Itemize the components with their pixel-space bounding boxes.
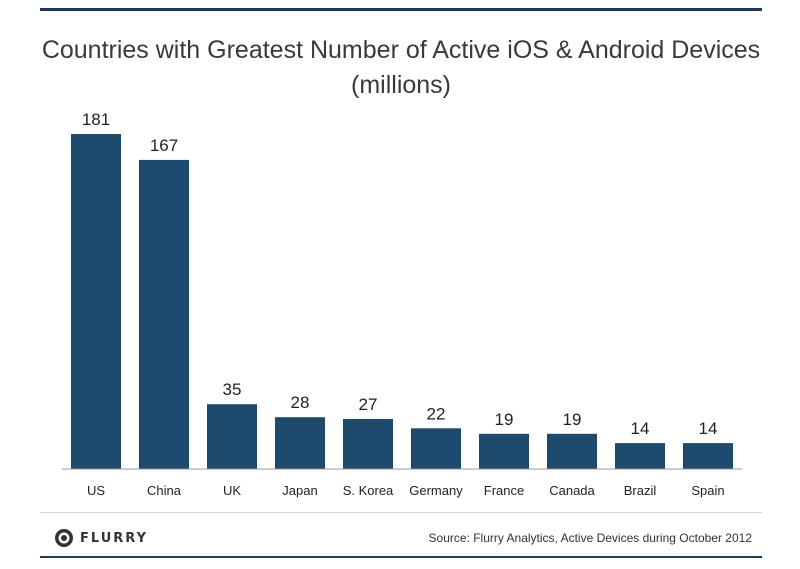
footer-separator	[40, 512, 762, 513]
bars-group: 181 US 167 China 35 UK 28 Japan 27 S. Korea 22 Germ…	[71, 110, 733, 498]
data-label: 35	[223, 380, 242, 399]
chart-title: Countries with Greatest Number of Active…	[41, 36, 761, 64]
x-tick-label: Spain	[691, 483, 724, 498]
bar-france	[479, 433, 529, 469]
x-tick-label: China	[147, 483, 182, 498]
bar-uk	[207, 404, 257, 469]
data-label: 22	[427, 404, 446, 423]
bar-canada	[547, 433, 597, 469]
x-tick-label: S. Korea	[343, 483, 394, 498]
bar-china	[139, 159, 189, 469]
bar-us	[71, 134, 121, 469]
bar-brazil	[615, 443, 665, 469]
source-note: Source: Flurry Analytics, Active Devices…	[428, 531, 752, 545]
brand-name: FLURRY	[80, 530, 148, 546]
data-label: 167	[150, 136, 178, 155]
data-label: 14	[631, 419, 650, 438]
bar-japan	[275, 417, 325, 469]
flurry-logo-icon	[55, 529, 73, 547]
bar-spain	[683, 443, 733, 469]
x-tick-label: France	[484, 483, 524, 498]
x-tick-label: Japan	[282, 483, 317, 498]
brand-logo: FLURRY	[54, 528, 148, 548]
data-label: 19	[563, 410, 582, 429]
data-label: 27	[359, 395, 378, 414]
data-label: 19	[495, 410, 514, 429]
x-tick-label: Brazil	[624, 483, 657, 498]
bottom-border	[40, 556, 762, 558]
data-label: 28	[291, 393, 310, 412]
x-tick-label: UK	[223, 483, 241, 498]
bar-s-korea	[343, 419, 393, 469]
top-border	[40, 8, 762, 11]
data-label: 14	[699, 419, 718, 438]
data-label: 181	[82, 110, 110, 129]
x-tick-label: Canada	[549, 483, 595, 498]
bar-germany	[411, 428, 461, 469]
chart-subtitle: (millions)	[351, 71, 451, 99]
x-tick-label: Germany	[409, 483, 463, 498]
x-tick-label: US	[87, 483, 105, 498]
